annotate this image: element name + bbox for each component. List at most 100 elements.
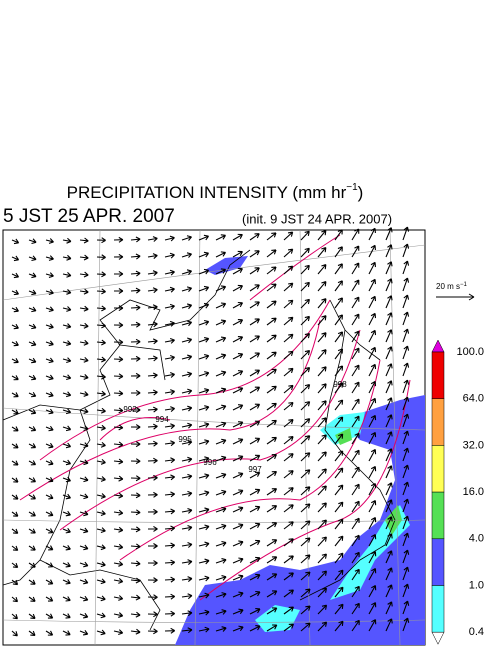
wind-arrow bbox=[130, 577, 141, 584]
wind-arrow bbox=[96, 441, 106, 448]
wind-arrow bbox=[215, 421, 227, 428]
wind-arrow bbox=[368, 482, 377, 496]
wind-arrow bbox=[62, 562, 71, 568]
wind-arrow bbox=[11, 477, 19, 483]
wind-arrow bbox=[164, 303, 175, 310]
wind-arrow bbox=[11, 630, 18, 637]
wind-arrow bbox=[266, 232, 277, 241]
wind-arrow bbox=[402, 277, 410, 292]
wind-arrow bbox=[300, 622, 311, 632]
wind-arrow bbox=[96, 322, 106, 329]
wind-arrow bbox=[130, 372, 141, 379]
wind-arrow bbox=[266, 522, 278, 530]
wind-arrow bbox=[232, 506, 244, 513]
wind-arrow bbox=[198, 388, 210, 394]
wind-arrow bbox=[215, 302, 227, 309]
wind-arrow bbox=[147, 611, 158, 618]
wind-arrow bbox=[266, 539, 278, 547]
wind-arrow bbox=[62, 579, 71, 585]
colorbar-label: 1.0 bbox=[469, 579, 484, 591]
wind-arrow bbox=[181, 627, 193, 634]
wind-arrow bbox=[198, 285, 210, 292]
wind-arrow bbox=[147, 304, 158, 311]
wind-arrow bbox=[11, 562, 19, 569]
wind-arrow bbox=[300, 230, 310, 241]
wind-arrow bbox=[334, 246, 343, 258]
init-time: (init. 9 JST 24 APR. 2007) bbox=[242, 211, 392, 226]
wind-arrow bbox=[317, 587, 328, 598]
wind-arrow bbox=[79, 527, 89, 534]
wind-arrow bbox=[79, 561, 89, 568]
wind-arrow bbox=[232, 370, 244, 377]
wind-arrow bbox=[130, 441, 141, 448]
wind-arrow bbox=[351, 619, 360, 632]
wind-arrow bbox=[283, 521, 294, 530]
wind-arrow bbox=[300, 281, 310, 292]
wind-arrow bbox=[300, 486, 311, 496]
wind-arrow bbox=[351, 262, 360, 275]
contour-label: 998 bbox=[333, 380, 347, 389]
wind-arrow bbox=[300, 588, 311, 598]
wind-arrow bbox=[215, 387, 227, 394]
precip-area bbox=[385, 505, 402, 535]
wind-arrow bbox=[334, 569, 344, 581]
wind-arrow bbox=[368, 431, 377, 445]
wind-arrow bbox=[96, 578, 106, 585]
wind-arrow bbox=[45, 289, 54, 296]
wind-arrow bbox=[181, 286, 193, 293]
wind-arrow bbox=[334, 603, 344, 615]
wind-arrow bbox=[232, 523, 244, 530]
wind-arrow bbox=[11, 511, 19, 517]
wind-arrow bbox=[28, 596, 36, 602]
wind-arrow bbox=[266, 317, 277, 326]
wind-arrow bbox=[351, 602, 360, 615]
wind-arrow bbox=[45, 374, 54, 381]
wind-arrow bbox=[45, 255, 54, 261]
wind-arrow bbox=[11, 409, 19, 415]
wind-arrow bbox=[283, 572, 294, 581]
wind-arrow bbox=[249, 437, 261, 445]
wind-arrow bbox=[62, 323, 72, 329]
wind-arrow bbox=[232, 591, 244, 598]
wind-arrow bbox=[181, 542, 193, 548]
wind-arrow bbox=[334, 518, 344, 530]
wind-arrow bbox=[283, 299, 294, 309]
wind-arrow bbox=[300, 401, 311, 411]
wind-arrow bbox=[130, 355, 141, 362]
wind-arrow bbox=[164, 610, 176, 617]
wind-arrow bbox=[198, 302, 210, 309]
wind-arrow bbox=[351, 347, 360, 360]
wind-arrow bbox=[113, 526, 124, 533]
wind-arrow bbox=[283, 606, 294, 615]
wind-arrow bbox=[62, 613, 71, 619]
wind-arrow bbox=[62, 510, 71, 517]
wind-arrow bbox=[45, 238, 54, 244]
wind-arrow bbox=[249, 267, 260, 275]
title-text: PRECIPITATION INTENSITY (mm hr bbox=[67, 183, 347, 202]
wind-arrow bbox=[79, 305, 89, 312]
wind-arrow bbox=[198, 405, 210, 411]
wind-arrow bbox=[317, 570, 328, 581]
wind-arrow bbox=[130, 492, 141, 499]
wind-arrow bbox=[96, 339, 106, 346]
wind-arrow bbox=[368, 346, 377, 360]
wind-arrow bbox=[266, 436, 277, 445]
wind-arrow bbox=[368, 363, 377, 377]
coastline bbox=[2, 249, 251, 631]
wind-arrow bbox=[385, 278, 393, 292]
wind-arrow bbox=[181, 559, 193, 565]
wind-arrow bbox=[28, 306, 37, 313]
wind-arrow bbox=[181, 235, 192, 241]
wind-arrow bbox=[130, 338, 141, 345]
wind-arrow bbox=[368, 261, 376, 275]
wind-arrow bbox=[79, 237, 89, 244]
wind-arrow bbox=[215, 489, 227, 496]
wind-arrow bbox=[266, 607, 278, 615]
wind-arrow bbox=[402, 226, 410, 241]
wind-arrow bbox=[232, 608, 244, 615]
wind-arrow bbox=[266, 402, 277, 411]
wind-arrow bbox=[351, 228, 360, 241]
wind-arrow bbox=[45, 272, 54, 278]
wind-arrow bbox=[147, 440, 158, 447]
wind-arrow bbox=[402, 447, 410, 462]
